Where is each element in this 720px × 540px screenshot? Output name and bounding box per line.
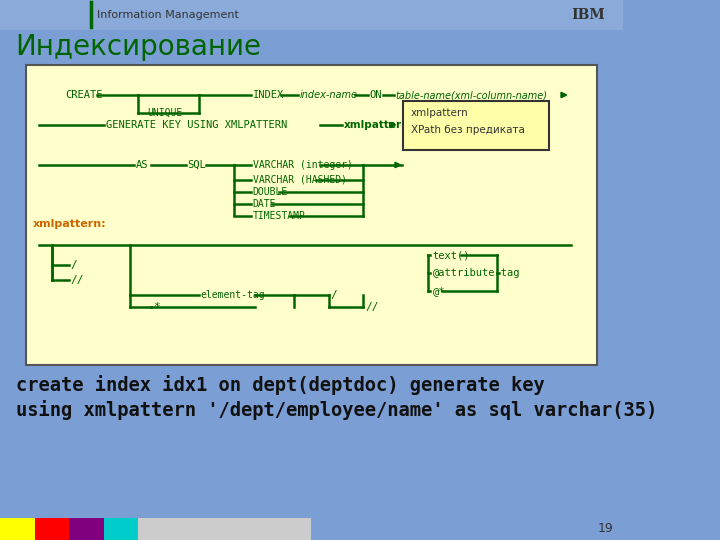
Text: xmlpattern: xmlpattern bbox=[411, 108, 469, 118]
Text: xmlpattern:: xmlpattern: bbox=[33, 219, 107, 229]
Text: xmlpattern: xmlpattern bbox=[343, 120, 409, 130]
Text: DATE: DATE bbox=[253, 199, 276, 209]
Text: *: * bbox=[153, 302, 160, 312]
Text: index-name: index-name bbox=[300, 90, 358, 100]
Bar bbox=[173, 518, 207, 540]
Text: /: / bbox=[71, 260, 78, 270]
Text: Индексирование: Индексирование bbox=[16, 33, 261, 61]
Bar bbox=[207, 518, 242, 540]
Text: @*: @* bbox=[433, 286, 445, 296]
Bar bbox=[138, 518, 173, 540]
Text: using xmlpattern '/dept/employee/name' as sql varchar(35): using xmlpattern '/dept/employee/name' a… bbox=[16, 400, 657, 420]
Text: //: // bbox=[365, 302, 379, 312]
Bar bbox=[69, 518, 104, 540]
Text: ON: ON bbox=[369, 90, 382, 100]
Text: SQL: SQL bbox=[188, 160, 207, 170]
Text: IBM: IBM bbox=[572, 8, 605, 22]
Bar bbox=[104, 518, 138, 540]
Text: text(): text() bbox=[433, 250, 470, 260]
Text: INDEX: INDEX bbox=[253, 90, 284, 100]
Bar bbox=[0, 518, 35, 540]
Text: /: / bbox=[330, 290, 337, 300]
Text: @attribute-tag: @attribute-tag bbox=[433, 268, 520, 278]
Text: element-tag: element-tag bbox=[201, 290, 265, 300]
Bar bbox=[242, 518, 276, 540]
Text: XPath без предиката: XPath без предиката bbox=[411, 125, 525, 135]
FancyBboxPatch shape bbox=[0, 0, 623, 30]
Text: TIMESTAMP: TIMESTAMP bbox=[253, 211, 305, 221]
Text: 19: 19 bbox=[598, 523, 613, 536]
Text: //: // bbox=[71, 275, 84, 285]
Text: VARCHAR (HASHED): VARCHAR (HASHED) bbox=[253, 175, 346, 185]
FancyBboxPatch shape bbox=[403, 101, 549, 150]
Text: DOUBLE: DOUBLE bbox=[253, 187, 288, 197]
Text: create index idx1 on dept(deptdoc) generate key: create index idx1 on dept(deptdoc) gener… bbox=[16, 375, 544, 395]
FancyBboxPatch shape bbox=[26, 65, 597, 365]
Bar bbox=[276, 518, 312, 540]
Text: CREATE: CREATE bbox=[65, 90, 102, 100]
Text: AS: AS bbox=[136, 160, 148, 170]
Text: VARCHAR (integer): VARCHAR (integer) bbox=[253, 160, 353, 170]
Text: Information Management: Information Management bbox=[97, 10, 239, 20]
Text: GENERATE KEY USING XMLPATTERN: GENERATE KEY USING XMLPATTERN bbox=[106, 120, 287, 130]
Text: table-name(xml-column-name): table-name(xml-column-name) bbox=[395, 90, 547, 100]
Text: UNIQUE: UNIQUE bbox=[147, 108, 182, 118]
Bar bbox=[35, 518, 69, 540]
